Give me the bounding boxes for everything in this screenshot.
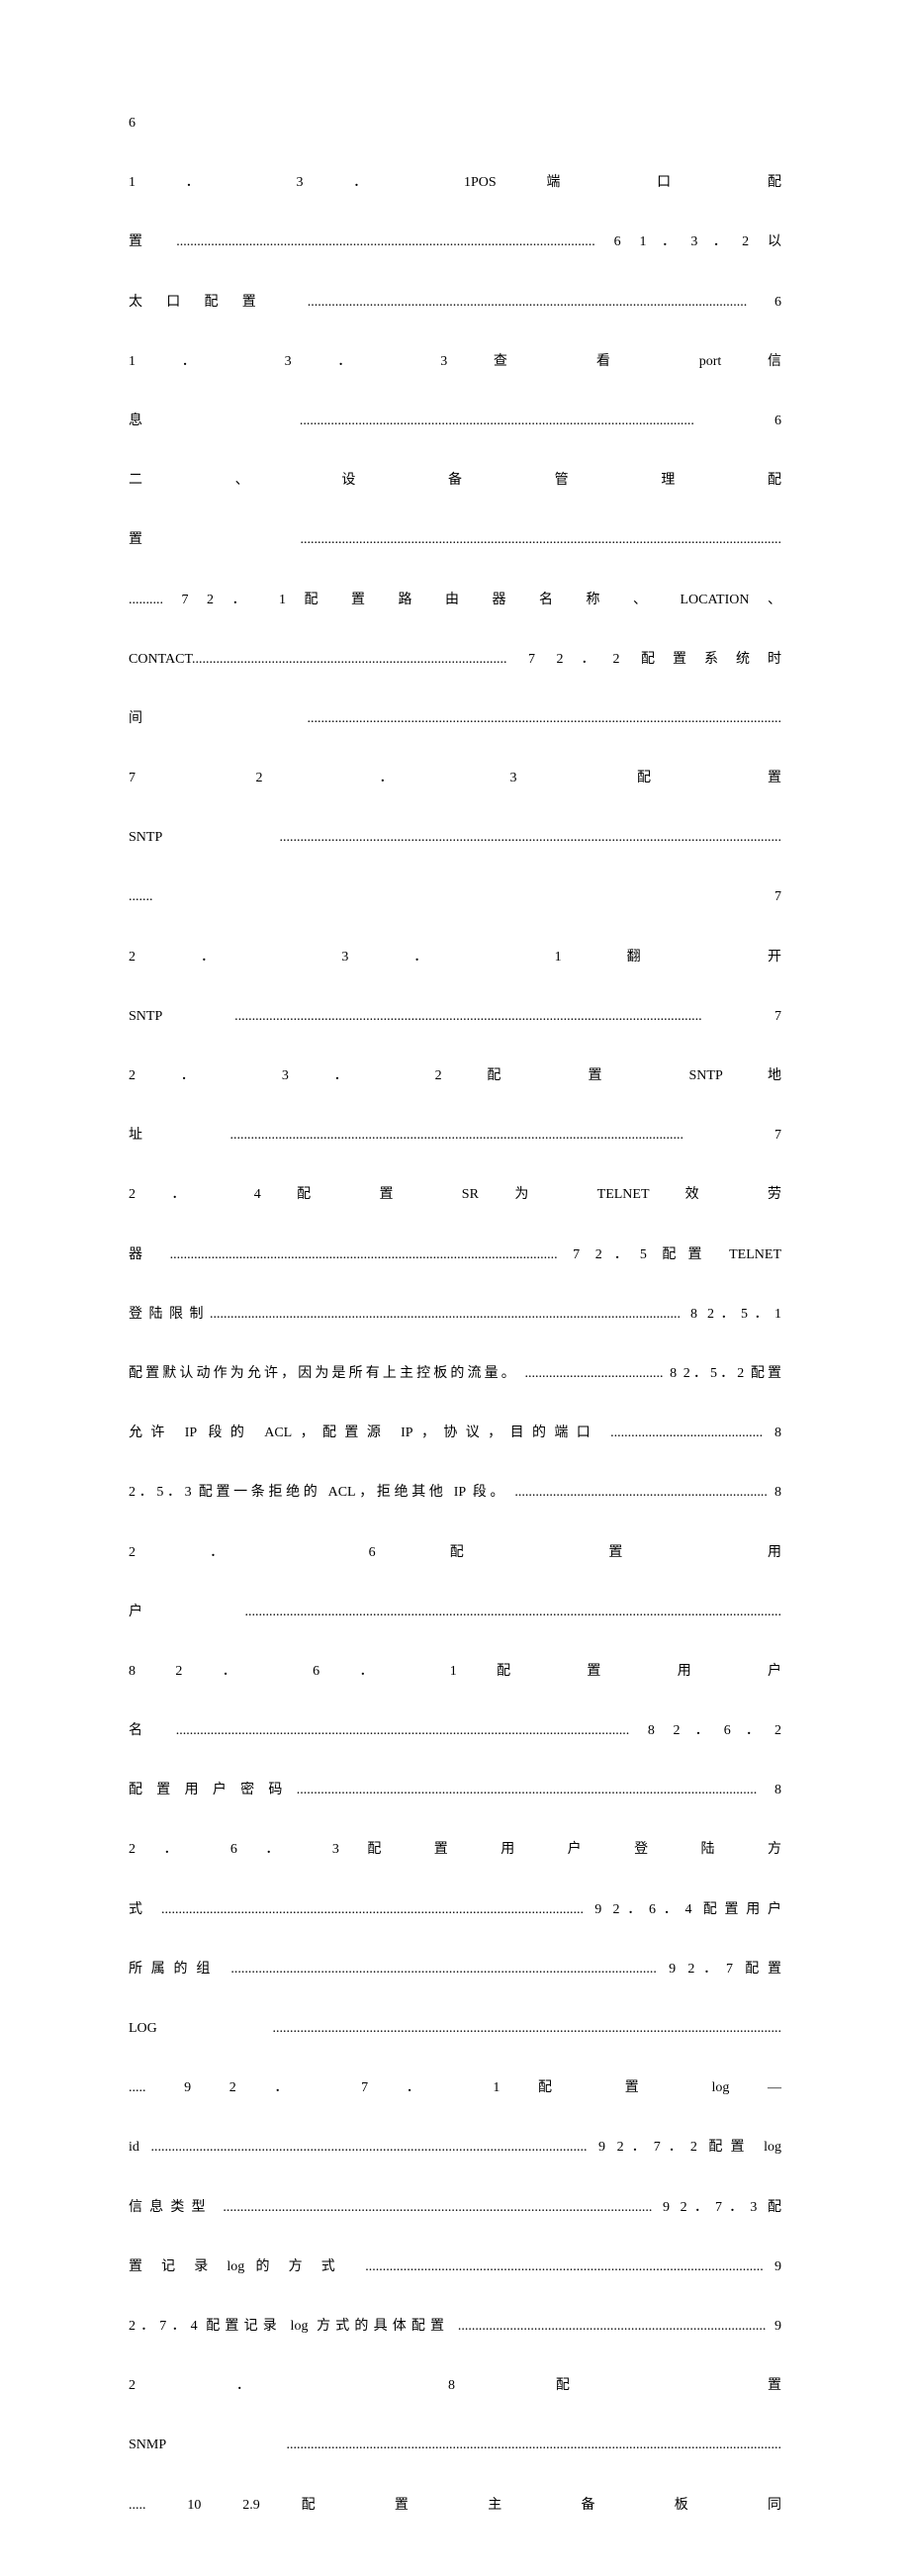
toc-line: SNTP ...................................…	[129, 823, 781, 882]
toc-line: 1 ． 3 ． 1POS 端 口 配	[129, 168, 781, 228]
toc-line: 登陆限制....................................…	[129, 1300, 781, 1359]
toc-line: 二 、 设 备 管 理 配	[129, 466, 781, 525]
toc-line: 所属的组 ...................................…	[129, 1955, 781, 2014]
toc-line: 置 ......................................…	[129, 525, 781, 585]
toc-line: 息 ......................................…	[129, 407, 781, 466]
toc-line: 2 ． 6 配 置 用	[129, 1538, 781, 1598]
toc-line: 置 记 录 log 的 方 式 ........................…	[129, 2253, 781, 2312]
toc-line: 允许 IP 段的 ACL，配置源 IP，协议，目的端口 ............…	[129, 1419, 781, 1478]
toc-line: 2 ． 3 ． 2 配 置 SNTP 地	[129, 1061, 781, 1121]
toc-line: 配置默认动作为允许，因为是所有上主控板的流量。 ................…	[129, 1359, 781, 1419]
toc-line: 置 ......................................…	[129, 228, 781, 287]
toc-line: 2 ． 6 ． 3 配 置 用 户 登 陆 方	[129, 1835, 781, 1894]
toc-line: CONTACT.................................…	[129, 645, 781, 704]
toc-line: 间 ......................................…	[129, 704, 781, 764]
toc-line: 6	[129, 109, 781, 168]
toc-line: 配置用户密码..................................…	[129, 1776, 781, 1835]
toc-line: ....... 7	[129, 882, 781, 942]
toc-line: ..... 9 2 ． 7 ． 1 配 置 log —	[129, 2073, 781, 2133]
toc-line: 2 ． 4 配 置 SR 为 TELNET 效 劳	[129, 1180, 781, 1240]
toc-line: 7 2．3 配置	[129, 764, 781, 823]
toc-line: .......... 7 2 ． 1 配 置 路 由 器 名 称 、 LOCAT…	[129, 586, 781, 645]
toc-line: id .....................................…	[129, 2133, 781, 2192]
toc-line: 器 ......................................…	[129, 1241, 781, 1300]
document-page: 61 ． 3 ． 1POS 端 口 配置 ...................…	[0, 0, 910, 2576]
toc-line: 太口配置 ...................................…	[129, 288, 781, 347]
toc-line: 2 ． 3 ． 1 翻 开	[129, 943, 781, 1002]
toc-line: LOG ....................................…	[129, 2014, 781, 2073]
toc-line: 式 ......................................…	[129, 1895, 781, 1955]
toc-line: 2 ． 8 配 置	[129, 2371, 781, 2431]
toc-line: 名 ......................................…	[129, 1716, 781, 1776]
toc-line: SNMP ...................................…	[129, 2431, 781, 2490]
toc-line: 户.......................................…	[129, 1598, 781, 1657]
toc-line: 址.......................................…	[129, 1121, 781, 1180]
toc-line: 2．5．3 配置一条拒绝的 ACL，拒绝其他 IP 段。 ...........…	[129, 1478, 781, 1537]
toc-line: 信息类型 ...................................…	[129, 2193, 781, 2253]
toc-line: 1 ． 3 ． 3 查 看 port 信	[129, 347, 781, 407]
toc-line: 2．7．4 配置记录 log 方式的具体配置 .................…	[129, 2312, 781, 2371]
toc-line: 8 2 ． 6 ． 1 配 置 用 户	[129, 1657, 781, 1716]
toc-line: SNTP ...................................…	[129, 1002, 781, 1061]
toc-line: ..... 10 2.9 配 置 主 备 板 同	[129, 2491, 781, 2550]
